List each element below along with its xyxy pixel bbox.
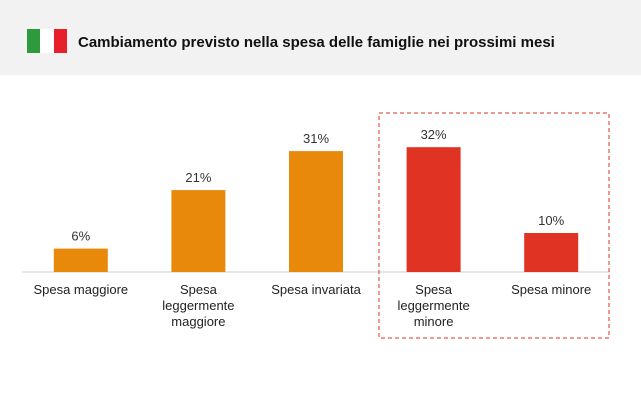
x-tick-label: Spesa maggiore [33, 282, 129, 297]
header-band [0, 0, 641, 75]
bar [289, 151, 343, 272]
bar [171, 190, 226, 272]
bar [406, 147, 461, 272]
x-tick-label: Spesa leggermente maggiore [162, 282, 235, 329]
flag-icon [27, 29, 67, 53]
bar [524, 233, 579, 272]
x-tick-label: Spesa leggermente minore [397, 282, 470, 329]
chart-title: Cambiamento previsto nella spesa delle f… [78, 34, 555, 51]
value-label: 10% [538, 213, 564, 228]
value-label: 32% [421, 127, 447, 142]
x-tick-label: Spesa minore [511, 282, 592, 297]
highlight-box [378, 112, 610, 339]
value-label: 31% [303, 131, 329, 146]
x-tick-label: Spesa invariata [271, 282, 361, 297]
value-label: 6% [71, 229, 90, 244]
value-label: 21% [185, 170, 211, 185]
bar [53, 248, 108, 272]
